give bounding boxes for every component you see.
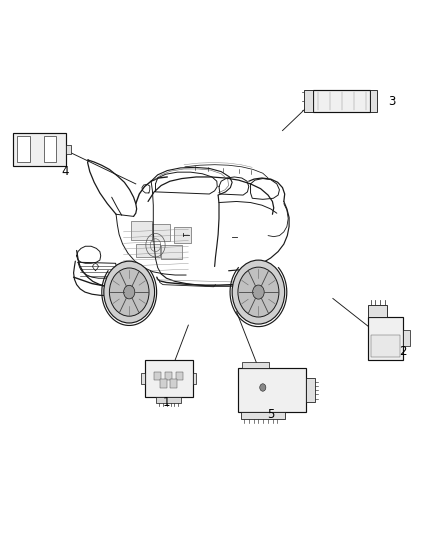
Bar bbox=[44, 136, 56, 162]
Circle shape bbox=[232, 260, 285, 324]
Circle shape bbox=[260, 384, 266, 391]
Text: 3: 3 bbox=[389, 95, 396, 108]
Circle shape bbox=[104, 261, 155, 323]
Bar bbox=[403, 330, 410, 346]
Circle shape bbox=[253, 285, 264, 299]
Bar bbox=[241, 412, 285, 419]
Bar bbox=[242, 362, 269, 368]
Bar bbox=[176, 372, 183, 380]
Text: 4: 4 bbox=[61, 165, 69, 178]
Bar bbox=[17, 136, 30, 162]
Text: 5: 5 bbox=[267, 408, 274, 421]
Bar bbox=[160, 379, 167, 388]
Bar bbox=[66, 145, 71, 154]
Bar bbox=[13, 133, 66, 166]
Bar bbox=[370, 90, 377, 112]
Bar bbox=[371, 335, 400, 357]
Bar bbox=[368, 317, 403, 360]
Text: 2: 2 bbox=[399, 345, 407, 358]
Bar bbox=[237, 368, 305, 412]
Bar bbox=[154, 372, 161, 380]
Bar bbox=[161, 245, 182, 259]
Bar bbox=[304, 90, 313, 112]
Bar bbox=[145, 360, 193, 397]
Bar bbox=[152, 224, 170, 241]
Bar bbox=[165, 372, 172, 380]
Circle shape bbox=[238, 267, 279, 317]
Bar bbox=[136, 244, 160, 257]
Bar bbox=[174, 227, 191, 243]
Text: 1: 1 bbox=[162, 396, 170, 409]
Bar bbox=[193, 373, 196, 384]
Circle shape bbox=[124, 285, 135, 299]
Bar bbox=[131, 221, 152, 240]
Bar bbox=[368, 305, 387, 317]
Circle shape bbox=[110, 268, 149, 316]
Bar bbox=[156, 397, 181, 403]
Bar bbox=[141, 373, 145, 384]
Bar bbox=[313, 90, 370, 112]
Bar bbox=[305, 378, 315, 402]
Bar bbox=[170, 379, 177, 388]
